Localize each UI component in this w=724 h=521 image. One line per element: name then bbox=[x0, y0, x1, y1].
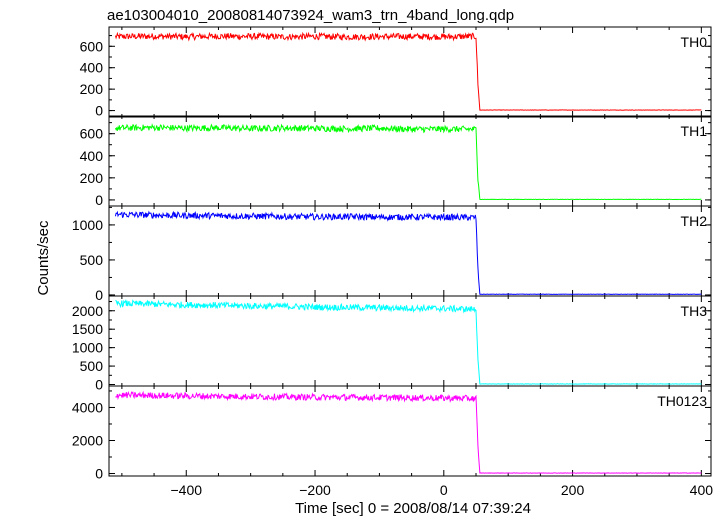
chart-title: ae103004010_20080814073924_wam3_trn_4ban… bbox=[107, 7, 514, 24]
x-tick-label: 0 bbox=[440, 482, 448, 498]
series-line-th2 bbox=[114, 210, 702, 295]
y-tick-label: 2000 bbox=[72, 432, 103, 448]
panel-th2: 0 500 1000 TH2 bbox=[72, 205, 712, 303]
y-tick-label: 200 bbox=[80, 170, 104, 186]
y-axis-label: Counts/sec bbox=[35, 220, 52, 296]
y-tick-label: 400 bbox=[80, 148, 104, 164]
series-label: TH1 bbox=[681, 123, 708, 139]
y-tick-label: 1000 bbox=[72, 217, 103, 233]
x-tick-label: 200 bbox=[561, 482, 585, 498]
panel-th1: 0 200 400 600 TH1 bbox=[80, 115, 712, 208]
y-tick-label: 4000 bbox=[72, 399, 103, 415]
series-line-th0 bbox=[114, 31, 702, 111]
y-tick-label: 0 bbox=[95, 377, 103, 393]
y-tick-label: 500 bbox=[80, 358, 104, 374]
y-tick-label: 200 bbox=[80, 81, 104, 97]
x-tick-label: 400 bbox=[690, 482, 714, 498]
y-tick-label: 500 bbox=[80, 252, 104, 268]
y-tick-label: 0 bbox=[95, 466, 103, 482]
series-label: TH2 bbox=[681, 213, 708, 229]
series-line-th3 bbox=[115, 299, 702, 385]
y-tick-label: 400 bbox=[80, 60, 104, 76]
y-tick-label: 600 bbox=[80, 38, 104, 54]
series-label: TH0 bbox=[681, 34, 708, 50]
x-tick-label: −200 bbox=[299, 482, 331, 498]
panels-layer: 0 200 400 600 TH0 0 200 400 600 TH1 0 500 1000 TH2 0 50… bbox=[72, 26, 714, 498]
panel-th3: 0 500 1000 1500 2000 TH3 bbox=[72, 295, 712, 393]
x-axis-label: Time [sec] 0 = 2008/08/14 07:39:24 bbox=[295, 500, 531, 516]
y-tick-label: 1500 bbox=[72, 321, 103, 337]
y-tick-label: 0 bbox=[95, 103, 103, 119]
x-tick-label: −400 bbox=[170, 482, 202, 498]
series-line-th1 bbox=[114, 123, 702, 201]
y-tick-label: 0 bbox=[95, 192, 103, 208]
panel-th0: 0 200 400 600 TH0 bbox=[80, 26, 712, 119]
panel-th0123: 0 2000 4000 TH0123 bbox=[72, 385, 712, 482]
series-line-th0123 bbox=[115, 390, 702, 474]
y-tick-label: 600 bbox=[80, 126, 104, 142]
panel-frame bbox=[108, 26, 712, 118]
y-tick-label: 2000 bbox=[72, 303, 103, 319]
series-label: TH0123 bbox=[657, 393, 707, 409]
y-tick-label: 0 bbox=[95, 287, 103, 303]
y-tick-label: 1000 bbox=[72, 340, 103, 356]
panel-frame bbox=[108, 385, 712, 477]
series-label: TH3 bbox=[681, 303, 708, 319]
